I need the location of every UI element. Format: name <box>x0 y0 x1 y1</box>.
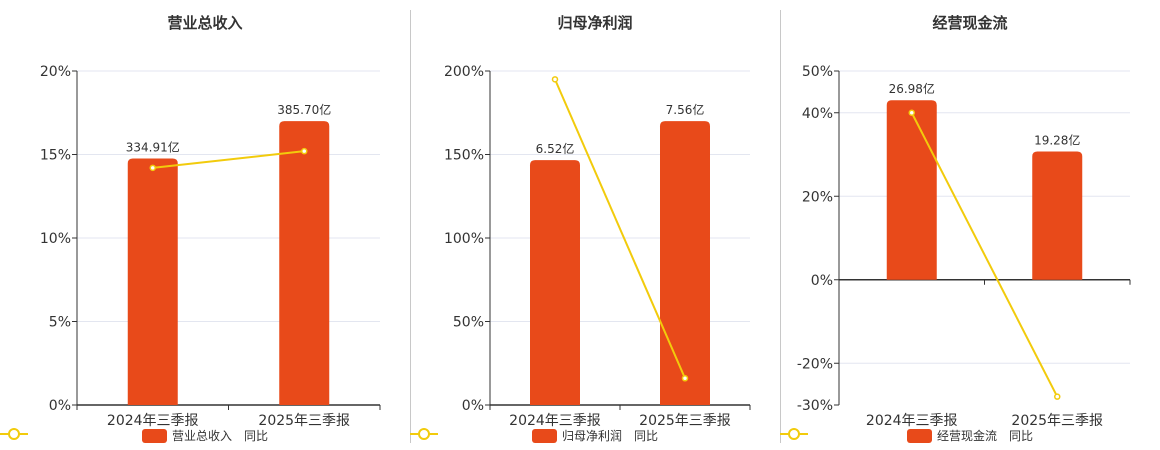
legend-bar-swatch <box>906 428 932 443</box>
bar <box>660 121 710 405</box>
legend-line-label: 同比 <box>244 429 269 443</box>
cash-flow-chart: -30% -20% 0% 20% 40% 50% 2024年三季报 26.98亿 2025年三季… <box>797 64 1131 429</box>
legend-bar-label: 经营现金流 <box>936 429 997 443</box>
data-label: 334.91亿 <box>126 139 180 154</box>
bar <box>530 160 580 405</box>
legend-item-bar[interactable]: 归母净利润 <box>531 427 622 444</box>
x-tick-label: 2025年三季报 <box>639 413 731 429</box>
y-tick-label: 10% <box>40 231 71 247</box>
legend-bar-swatch <box>531 428 557 443</box>
yoy-line <box>152 150 305 169</box>
legend-item-line[interactable]: 同比 <box>0 427 269 444</box>
legend-line-label: 同比 <box>634 429 659 443</box>
legend-item-bar[interactable]: 经营现金流 <box>906 427 997 444</box>
y-tick-label: 50% <box>453 315 484 331</box>
yoy-point <box>908 109 915 116</box>
legend-bar-label: 营业总收入 <box>171 429 232 443</box>
chart-legend: 营业总收入 同比 <box>0 427 410 444</box>
y-tick-label: 0% <box>49 398 71 414</box>
x-tick-label: 2024年三季报 <box>509 413 601 429</box>
y-tick-label: 0% <box>811 273 833 289</box>
legend-line-swatch <box>780 428 808 440</box>
data-label: 19.28亿 <box>1034 132 1080 147</box>
y-tick-label: 50% <box>802 64 833 80</box>
chart-title: 营业总收入 <box>167 14 243 32</box>
y-tick-label: 0% <box>462 398 484 414</box>
data-label: 7.56亿 <box>666 102 705 117</box>
y-tick-label: -20% <box>797 356 833 372</box>
chart-title: 经营现金流 <box>932 14 1008 32</box>
yoy-point <box>681 375 689 382</box>
yoy-line <box>554 78 686 379</box>
x-tick-label: 2024年三季报 <box>107 413 199 429</box>
net-profit-chart: 0% 50% 100% 150% 200% 2024年三季报 6.52亿 2025年三季报 7.… <box>444 64 751 429</box>
yoy-line <box>910 112 1059 398</box>
yoy-point <box>301 147 308 155</box>
chart-legend: 归母净利润 同比 <box>410 427 780 444</box>
legend-item-bar[interactable]: 营业总收入 <box>141 427 232 444</box>
legend-bar-label: 归母净利润 <box>561 429 622 443</box>
legend-item-line[interactable]: 同比 <box>410 427 659 444</box>
x-tick-label: 2024年三季报 <box>866 413 958 429</box>
y-tick-label: 150% <box>444 148 484 164</box>
y-tick-label: 20% <box>40 64 71 80</box>
legend-bar-swatch <box>141 428 167 443</box>
yoy-point <box>1054 393 1061 400</box>
yoy-point <box>551 76 559 83</box>
chart-title: 归母净利润 <box>557 14 633 32</box>
chart-legend: 经营现金流 同比 <box>780 427 1160 444</box>
yoy-point <box>149 164 156 172</box>
legend-line-label: 同比 <box>1009 429 1034 443</box>
cash-flow-chart-panel: 经营现金流 -30% -20% 0% 20% 40% 50% 2024年三季报 26.98亿 2… <box>780 0 1160 450</box>
panel-divider <box>410 10 411 443</box>
legend-line-swatch <box>410 428 438 440</box>
x-tick-label: 2025年三季报 <box>1011 413 1103 429</box>
bar <box>1032 151 1083 280</box>
revenue-chart: 0% 5% 10% 15% 20% 2024年三季报 334.91亿 2025年三季报 385.… <box>40 64 381 429</box>
legend-item-line[interactable]: 同比 <box>780 427 1034 444</box>
panel-divider <box>780 10 781 443</box>
net-profit-chart-panel: 归母净利润 0% 50% 100% 150% 200% 2024年三季报 6.52亿 2025… <box>410 0 780 450</box>
y-tick-label: -30% <box>797 398 833 414</box>
bar <box>886 100 937 280</box>
revenue-chart-panel: 营业总收入 0% 5% 10% 15% 20% 2024年三季报 334.91亿 2025年三… <box>0 0 410 450</box>
bar <box>279 121 330 405</box>
legend-line-swatch <box>0 428 28 440</box>
y-tick-label: 20% <box>802 189 833 205</box>
y-tick-label: 200% <box>444 64 484 80</box>
x-tick-label: 2025年三季报 <box>258 413 350 429</box>
y-tick-label: 5% <box>49 315 71 331</box>
data-label: 26.98亿 <box>889 81 935 96</box>
y-tick-label: 40% <box>802 106 833 122</box>
data-label: 385.70亿 <box>277 102 331 117</box>
bar <box>127 158 178 405</box>
y-tick-label: 100% <box>444 231 484 247</box>
y-tick-label: 15% <box>40 148 71 164</box>
data-label: 6.52亿 <box>536 141 575 156</box>
